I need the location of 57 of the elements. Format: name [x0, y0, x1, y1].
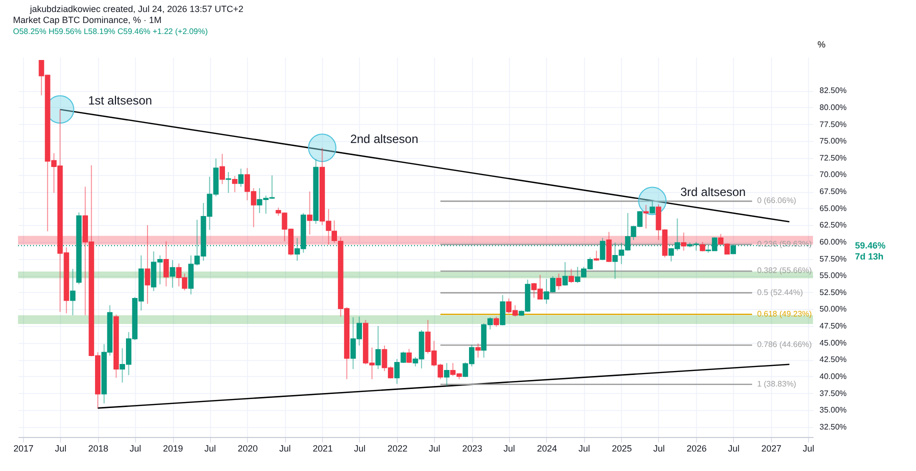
chart-title: Market Cap BTC Dominance, % · 1M — [12, 15, 162, 25]
series-label: 0.5 (52.44%) — [757, 288, 804, 297]
x-tick-label: Jul — [279, 444, 291, 454]
y-tick-label: 35.00% — [820, 406, 847, 415]
x-tick-label: Jul — [204, 444, 216, 454]
x-tick-label: Jul — [54, 444, 66, 454]
x-tick-label: Jul — [802, 444, 814, 454]
x-tick-label: Jul — [578, 444, 590, 454]
text: jakubdziadkowiec created, Jul 24, 2026 13:57 UTC+2 — [28, 3, 244, 16]
x-tick-label: Jul — [130, 444, 142, 454]
y-tick-label: 32.50% — [820, 422, 847, 432]
series-label: 0.382 (55.66%) — [757, 266, 812, 276]
x-tick-label: 2023 — [462, 444, 482, 454]
y-tick-label: 77.50% — [820, 120, 847, 129]
x-tick-label: Jul — [653, 444, 665, 454]
y-tick-label: 80.00% — [820, 102, 847, 112]
y-tick-label: 52.50% — [820, 288, 847, 297]
x-tick-label: Jul — [504, 444, 516, 454]
x-tick-label: 2017 — [13, 444, 34, 454]
y-tick-label: 60.00% — [820, 237, 847, 246]
y-tick-label: 62.50% — [820, 220, 847, 230]
y-tick-label: 75.00% — [820, 136, 847, 146]
series-label: 0.618 (49.23%) — [757, 309, 812, 318]
x-tick-label: Jul — [354, 444, 366, 454]
y-tick-label: 47.50% — [820, 322, 847, 331]
x-tick-label: 2018 — [88, 444, 108, 454]
series-label: 1 (38.83%) — [757, 379, 797, 388]
series-label: 0.786 (44.66%) — [757, 340, 812, 350]
x-tick-label: 2024 — [536, 444, 557, 454]
y-tick-label: 72.50% — [820, 153, 847, 162]
y-tick-label: 55.00% — [820, 271, 847, 280]
y-tick-label: 57.50% — [820, 254, 847, 264]
chart-subtitle: O58.25% H59.56% L58.19% C59.46% +1.22 (+2.09%) — [12, 27, 208, 36]
annotation: 2nd altseson — [350, 132, 418, 146]
y-tick-label: 65.00% — [820, 204, 847, 213]
x-tick-label: 2021 — [312, 444, 333, 454]
y-tick-label: 42.50% — [820, 355, 847, 364]
x-tick-label: 2019 — [162, 444, 184, 454]
x-tick-label: 2026 — [686, 444, 707, 454]
annotation: 1st altseson — [88, 93, 152, 108]
x-tick-label: 2025 — [612, 444, 632, 454]
series-label: 0 (66.06%) — [757, 196, 797, 206]
x-tick-label: 2020 — [238, 444, 258, 454]
y-tick-label: 40.00% — [820, 372, 847, 381]
y-tick-label: 45.00% — [820, 338, 847, 348]
y-tick-label: 70.00% — [820, 170, 847, 180]
x-tick-label: 2022 — [387, 444, 408, 454]
y-tick-label: 50.00% — [820, 304, 847, 314]
annotation: 3rd altseson — [680, 184, 746, 199]
y-tick-label: 37.50% — [820, 388, 847, 398]
x-tick-label: Jul — [428, 444, 440, 454]
ref-line-label: 59.46% 7d 13h — [855, 240, 886, 262]
x-tick-label: Jul — [728, 444, 740, 454]
x-tick-label: 2027 — [761, 444, 782, 454]
y-axis-title: % — [817, 40, 826, 50]
y-tick-label: 82.50% — [820, 86, 847, 96]
y-tick-label: 67.50% — [820, 187, 847, 196]
